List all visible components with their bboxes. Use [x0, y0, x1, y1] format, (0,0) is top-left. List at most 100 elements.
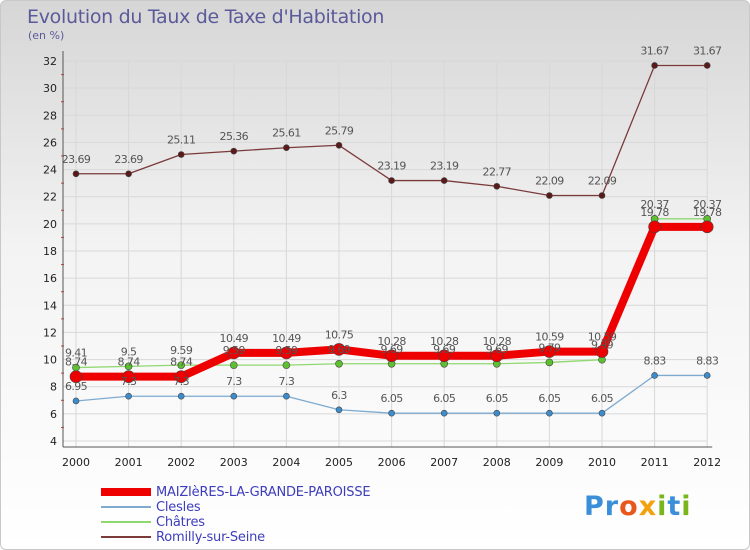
data-point: [648, 220, 661, 234]
x-tick-label: 2009: [535, 456, 563, 469]
data-label: 9.69: [328, 343, 351, 356]
legend-swatch: [101, 536, 151, 538]
legend-label: Châtres: [156, 515, 205, 530]
data-point: [72, 397, 80, 405]
data-point: [651, 372, 658, 379]
data-label: 7.3: [121, 375, 137, 388]
y-tick-label: 18: [43, 245, 57, 258]
logo-letter: P: [584, 491, 605, 522]
data-point: [227, 346, 241, 360]
y-tick-label: 12: [43, 326, 57, 339]
data-label: 8.83: [644, 354, 667, 367]
data-point: [125, 392, 132, 400]
data-label: 10.28: [377, 335, 406, 348]
data-point: [598, 409, 606, 417]
data-label: 19.78: [640, 206, 669, 219]
legend-label: Clesles: [156, 500, 201, 515]
y-tick-label: 16: [43, 272, 57, 285]
legend-swatch: [101, 521, 151, 523]
data-point: [335, 359, 343, 368]
data-label: 25.79: [325, 124, 354, 137]
data-point: [230, 392, 238, 400]
x-tick-label: 2006: [378, 456, 406, 469]
data-point: [177, 151, 185, 158]
logo-letter: r: [604, 491, 620, 522]
data-label: 9.59: [170, 344, 193, 357]
x-tick-label: 2005: [325, 456, 353, 469]
data-point: [598, 192, 606, 199]
y-tick-label: 22: [43, 191, 57, 204]
data-point: [388, 177, 395, 184]
data-point: [385, 349, 398, 363]
y-tick-label: 28: [43, 109, 57, 122]
logo-letter: i: [681, 491, 692, 522]
data-label: 19.78: [693, 206, 722, 219]
data-label: 25.36: [220, 130, 249, 143]
x-tick-label: 2001: [115, 456, 143, 469]
data-label: 6.3: [331, 389, 347, 402]
data-label: 9.79: [538, 341, 561, 354]
logo-letter: i: [657, 491, 668, 522]
y-tick-label: 10: [43, 354, 57, 367]
data-label: 31.67: [640, 44, 669, 57]
y-tick-label: 14: [43, 299, 57, 312]
data-label: 9.59: [275, 344, 298, 357]
data-label: 8.74: [170, 356, 193, 369]
data-point: [546, 409, 553, 417]
data-label: 6.05: [591, 392, 614, 405]
data-point: [703, 62, 711, 69]
data-label: 9.59: [223, 344, 246, 357]
legend-label: MAIZIèRES-LA-GRANDE-PAROISSE: [156, 485, 371, 500]
data-point: [124, 362, 133, 371]
x-tick-label: 2000: [62, 456, 90, 469]
x-tick-label: 2011: [641, 456, 669, 469]
data-point: [174, 370, 188, 383]
y-tick-label: 26: [43, 136, 57, 149]
data-label: 8.74: [118, 356, 141, 369]
data-label: 6.05: [381, 392, 404, 405]
data-label: 25.61: [272, 127, 301, 140]
legend-swatch: [101, 506, 151, 508]
data-label: 9.69: [381, 343, 404, 356]
data-point: [177, 361, 185, 369]
data-point: [493, 409, 501, 417]
data-point: [440, 177, 448, 184]
y-tick-label: 32: [43, 55, 57, 68]
data-point: [282, 361, 291, 369]
data-label: 7.3: [173, 375, 189, 388]
data-point: [440, 409, 448, 417]
data-label: 9.69: [486, 343, 509, 356]
y-tick-label: 4: [50, 435, 57, 448]
x-tick-label: 2010: [588, 456, 616, 469]
data-point: [595, 345, 609, 358]
proxiti-logo: Proxiti: [584, 491, 692, 522]
data-point: [490, 349, 504, 363]
data-label: 8.74: [65, 356, 88, 369]
data-label: 31.67: [693, 44, 722, 57]
x-tick-label: 2002: [167, 456, 195, 469]
data-label: 20.37: [640, 198, 669, 211]
data-label: 6.05: [538, 392, 561, 405]
data-point: [332, 343, 346, 356]
data-point: [280, 346, 293, 360]
data-point: [335, 406, 343, 414]
y-tick-label: 24: [43, 164, 57, 177]
data-label: 7.3: [279, 375, 295, 388]
data-label: 10.28: [483, 335, 512, 348]
data-label: 6.05: [433, 392, 456, 405]
x-tick-label: 2003: [220, 456, 248, 469]
logo-letter: o: [619, 491, 639, 522]
data-point: [69, 370, 83, 383]
x-tick-label: 2012: [693, 456, 721, 469]
data-point: [703, 372, 711, 379]
legend-label: Romilly-sur-Seine: [156, 530, 265, 545]
data-point: [230, 147, 238, 155]
data-point: [122, 370, 135, 383]
data-point: [388, 409, 395, 417]
data-label: 22.09: [535, 174, 564, 187]
data-label: 10.28: [430, 335, 459, 348]
data-label: 6.95: [65, 380, 88, 393]
y-tick-label: 8: [50, 381, 57, 394]
